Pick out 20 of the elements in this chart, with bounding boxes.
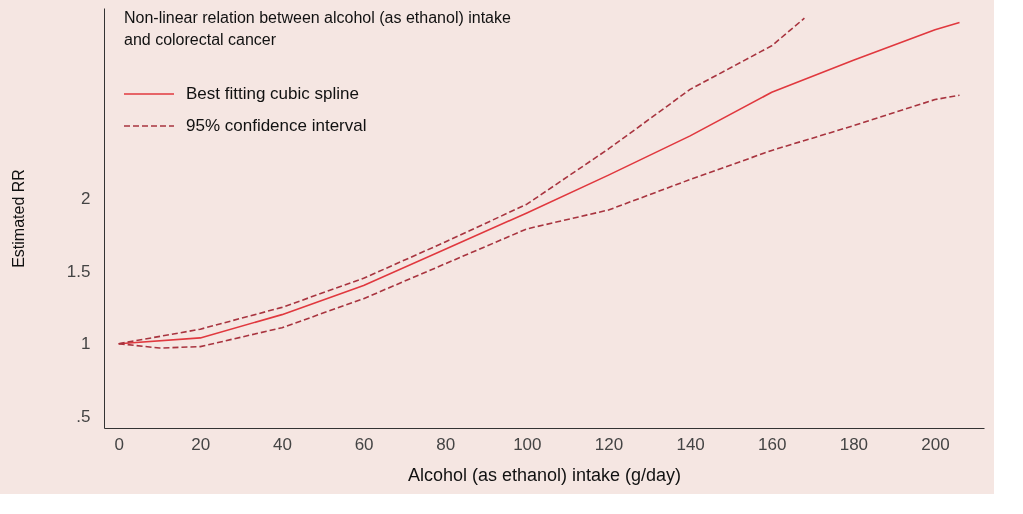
x-tick-label: 20 bbox=[191, 434, 211, 454]
x-tick-label: 100 bbox=[513, 434, 542, 454]
y-tick-label: 1 bbox=[81, 334, 91, 354]
y-axis-title: Estimated RR bbox=[9, 169, 27, 268]
x-tick-label: 0 bbox=[114, 434, 124, 454]
x-tick-label: 120 bbox=[594, 434, 624, 454]
y-tick-label: 2 bbox=[81, 188, 91, 208]
text: Non-linear relation between alcohol (as ethanol) intake and colorectal cancer bbox=[124, 9, 511, 48]
y-tick-label: 1.5 bbox=[66, 261, 91, 281]
x-tick-label: 200 bbox=[921, 434, 950, 454]
legend-label: 95% confidence interval bbox=[186, 116, 367, 135]
x-tick-label: 160 bbox=[758, 434, 787, 454]
x-tick-label: 60 bbox=[354, 434, 374, 454]
x-tick-label: 80 bbox=[436, 434, 456, 454]
x-tick-label: 140 bbox=[676, 434, 705, 454]
legend-label: Best fitting cubic spline bbox=[186, 84, 359, 103]
x-axis-title: Alcohol (as ethanol) intake (g/day) bbox=[407, 464, 682, 485]
x-tick-label: 180 bbox=[839, 434, 869, 454]
y-tick-label: .5 bbox=[76, 406, 91, 426]
x-tick-label: 40 bbox=[273, 434, 292, 454]
